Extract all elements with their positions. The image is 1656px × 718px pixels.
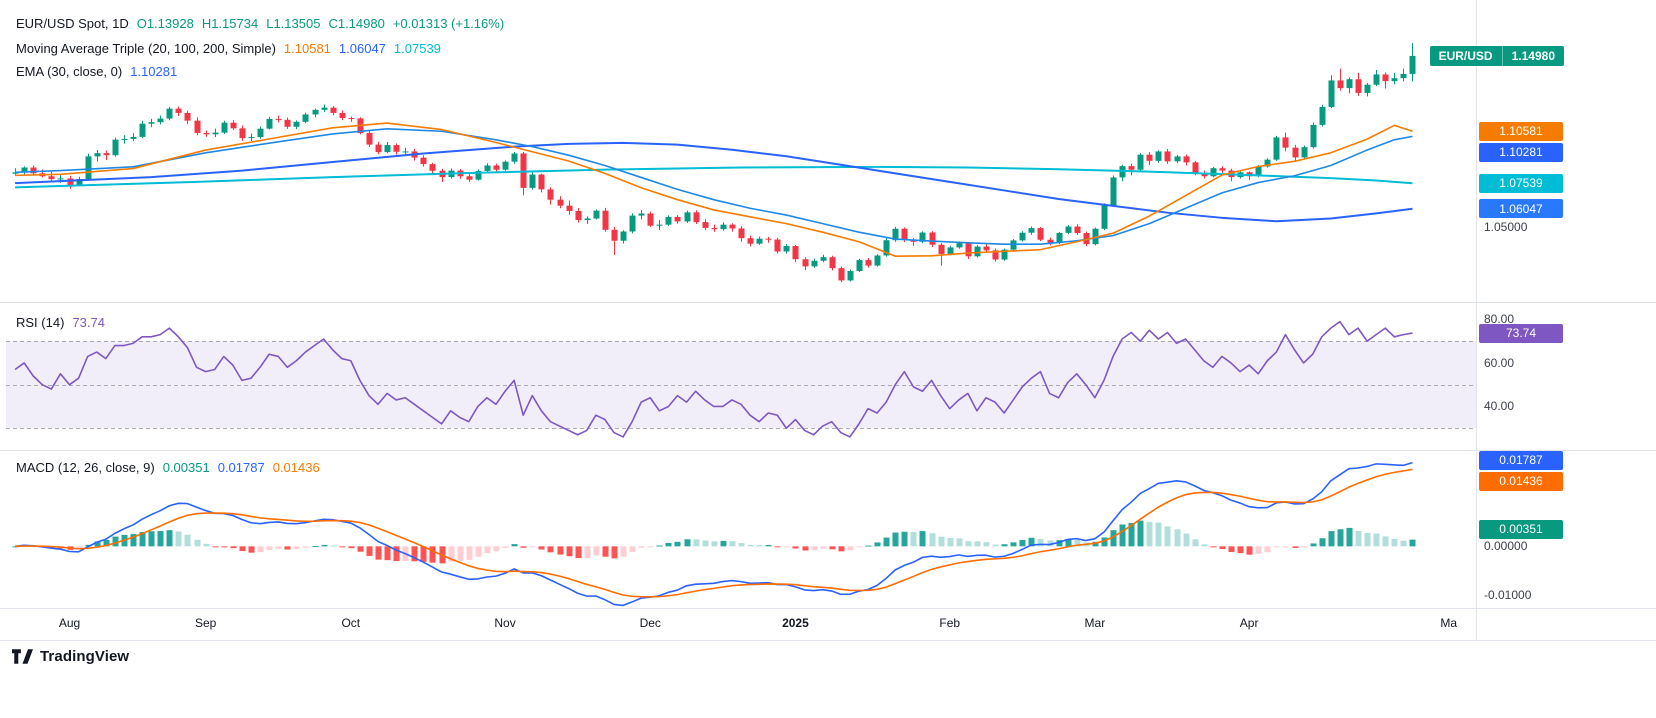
time-axis-label: Apr — [1239, 616, 1259, 630]
rsi-title: RSI (14) — [16, 315, 65, 330]
macd-axis-badge: 0.00351 — [1479, 519, 1563, 539]
price-legend: EUR/USD Spot, 1D O1.13928 H1.15734 L1.13505… — [16, 16, 504, 31]
symbol-title: EUR/USD Spot, 1D — [16, 16, 129, 31]
ohlc-group: O1.13928 H1.15734 L1.13505 C1.14980 +0.01313… — [137, 16, 504, 31]
open-label: O — [136, 16, 147, 31]
sma100-value: 1.06047 — [338, 41, 386, 56]
ma-triple-title: Moving Average Triple (20, 100, 200, Sim… — [16, 41, 276, 56]
high-label: H — [201, 16, 212, 31]
time-axis-label: 2025 — [782, 616, 809, 630]
ema-legend: EMA (30, close, 0) 1.10281 — [16, 64, 177, 79]
rsi-axis-label: 80.00 — [1484, 312, 1515, 327]
rsi-axis-label: 60.00 — [1484, 355, 1515, 370]
symbol-price-badge: EUR/USD 1.14980 — [1429, 45, 1564, 66]
open-value: 1.13928 — [146, 16, 194, 31]
time-axis-label: Oct — [341, 616, 361, 630]
close-label: C — [328, 16, 338, 31]
sma20-value: 1.10581 — [283, 41, 331, 56]
rsi-axis-label: 40.00 — [1484, 399, 1515, 414]
ema-title: EMA (30, close, 0) — [16, 64, 123, 79]
time-axis-label: Feb — [939, 616, 961, 630]
macd-legend: MACD (12, 26, close, 9) 0.00351 0.01787 0.0… — [16, 460, 320, 475]
macd-axis-badge: 0.01436 — [1479, 471, 1563, 491]
close-value: 1.14980 — [337, 16, 385, 31]
time-axis-label: Aug — [58, 616, 81, 630]
macd-axis-badge: 0.01787 — [1479, 450, 1563, 470]
macd-hist-value: 0.00351 — [162, 460, 210, 475]
price-axis-badge: 1.10281 — [1479, 142, 1563, 162]
low-value: 1.13505 — [273, 16, 321, 31]
symbol-badge-price: 1.14980 — [1501, 45, 1564, 66]
tradingview-brand-text: TradingView — [40, 648, 130, 665]
price-axis-badge: 1.07539 — [1479, 173, 1563, 193]
symbol-badge-name: EUR/USD — [1438, 48, 1493, 63]
time-axis-label: Dec — [639, 616, 661, 630]
time-axis-label: Ma — [1440, 616, 1458, 630]
time-axis-label: Mar — [1084, 616, 1106, 630]
sma200-value: 1.07539 — [393, 41, 441, 56]
price-axis-badge: 1.10581 — [1479, 121, 1563, 141]
time-axis-label: Nov — [494, 616, 516, 630]
macd-line-value: 0.01787 — [217, 460, 265, 475]
price-axis-badge: 1.06047 — [1479, 199, 1563, 219]
rsi-axis-badge: 73.74 — [1479, 323, 1563, 343]
macd-axis-label: 0.00000 — [1484, 539, 1528, 554]
ema-value: 1.10281 — [130, 64, 178, 79]
rsi-value: 73.74 — [72, 315, 105, 330]
tradingview-logo-icon — [12, 649, 33, 664]
time-axis-label: Sep — [194, 616, 217, 630]
rsi-legend: RSI (14) 73.74 — [16, 315, 105, 330]
price-axis-label: 1.05000 — [1484, 219, 1528, 234]
change-value: +0.01313 (+1.16%) — [392, 16, 505, 31]
low-label: L — [266, 16, 274, 31]
macd-title: MACD (12, 26, close, 9) — [16, 460, 155, 475]
ma-triple-legend: Moving Average Triple (20, 100, 200, Sim… — [16, 41, 441, 56]
macd-signal-value: 0.01436 — [272, 460, 320, 475]
high-value: 1.15734 — [211, 16, 259, 31]
tradingview-attribution[interactable]: TradingView — [12, 648, 129, 665]
macd-axis-label: -0.01000 — [1484, 587, 1532, 602]
